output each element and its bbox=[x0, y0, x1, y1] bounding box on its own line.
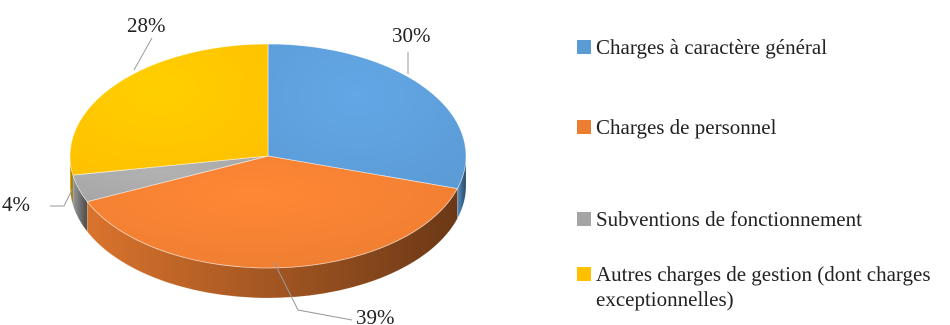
legend-label-autres-charges: Autres charges de gestion (dont charges … bbox=[596, 262, 931, 311]
data-labels: 30% 39% 4% 28% bbox=[2, 13, 431, 325]
pie-slice-3 bbox=[69, 43, 269, 176]
legend-swatch-autres-charges bbox=[577, 267, 591, 281]
legend-swatch-charges-personnel bbox=[577, 120, 591, 134]
legend-swatch-charges-generales bbox=[577, 40, 591, 54]
leader-line-1 bbox=[273, 261, 353, 321]
pie-chart: 30% 39% 4% 28% bbox=[2, 13, 467, 325]
pie-slice-0 bbox=[267, 43, 467, 190]
legend-item-charges-personnel: Charges de personnel bbox=[577, 115, 776, 140]
legend-item-autres-charges: Autres charges de gestion (dont charges … bbox=[577, 262, 950, 312]
data-label-0: 30% bbox=[392, 23, 431, 47]
legend: Charges à caractère général Charges de p… bbox=[577, 0, 950, 325]
pie-slices bbox=[69, 43, 467, 269]
legend-label-charges-generales: Charges à caractère général bbox=[596, 35, 828, 59]
legend-label-subventions: Subventions de fonctionnement bbox=[596, 207, 862, 231]
legend-item-charges-generales: Charges à caractère général bbox=[577, 35, 827, 60]
data-label-2: 4% bbox=[2, 192, 30, 216]
leader-line-3 bbox=[133, 37, 153, 71]
legend-label-charges-personnel: Charges de personnel bbox=[596, 115, 777, 139]
leader-line-2 bbox=[50, 189, 73, 207]
data-label-1: 39% bbox=[356, 305, 395, 325]
data-label-3: 28% bbox=[127, 13, 166, 37]
pie-slice-1 bbox=[86, 155, 459, 269]
legend-swatch-subventions bbox=[577, 212, 591, 226]
legend-item-subventions: Subventions de fonctionnement bbox=[577, 207, 862, 232]
